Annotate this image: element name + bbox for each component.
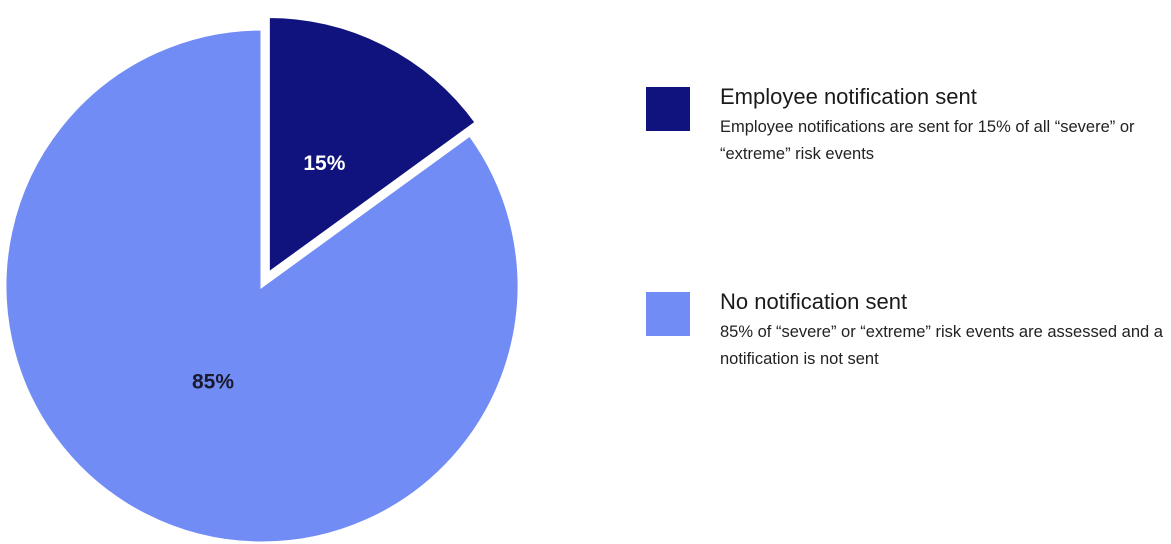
legend: Employee notification sent Employee noti… — [646, 82, 1171, 492]
legend-item-employee-notification: Employee notification sent Employee noti… — [646, 82, 1171, 287]
legend-description-no-notification: 85% of “severe” or “extreme” risk events… — [720, 323, 1163, 368]
legend-swatch-employee-notification — [646, 87, 690, 131]
legend-title-no-notification: No notification sent — [720, 289, 908, 314]
pie-label-no-notification: 85% — [192, 371, 234, 394]
legend-text-no-notification: No notification sent 85% of “severe” or … — [720, 287, 1171, 373]
legend-swatch-no-notification — [646, 292, 690, 336]
legend-title-employee-notification: Employee notification sent — [720, 84, 977, 109]
pie-slice-employee-notification — [266, 15, 479, 277]
pie-label-employee-notification: 15% — [303, 152, 345, 175]
legend-description-employee-notification: Employee notifications are sent for 15% … — [720, 118, 1135, 163]
pie-slice-no-notification — [3, 27, 521, 544]
legend-item-no-notification: No notification sent 85% of “severe” or … — [646, 287, 1171, 492]
pie-chart: 15% 85% — [3, 15, 521, 544]
legend-text-employee-notification: Employee notification sent Employee noti… — [720, 82, 1171, 168]
